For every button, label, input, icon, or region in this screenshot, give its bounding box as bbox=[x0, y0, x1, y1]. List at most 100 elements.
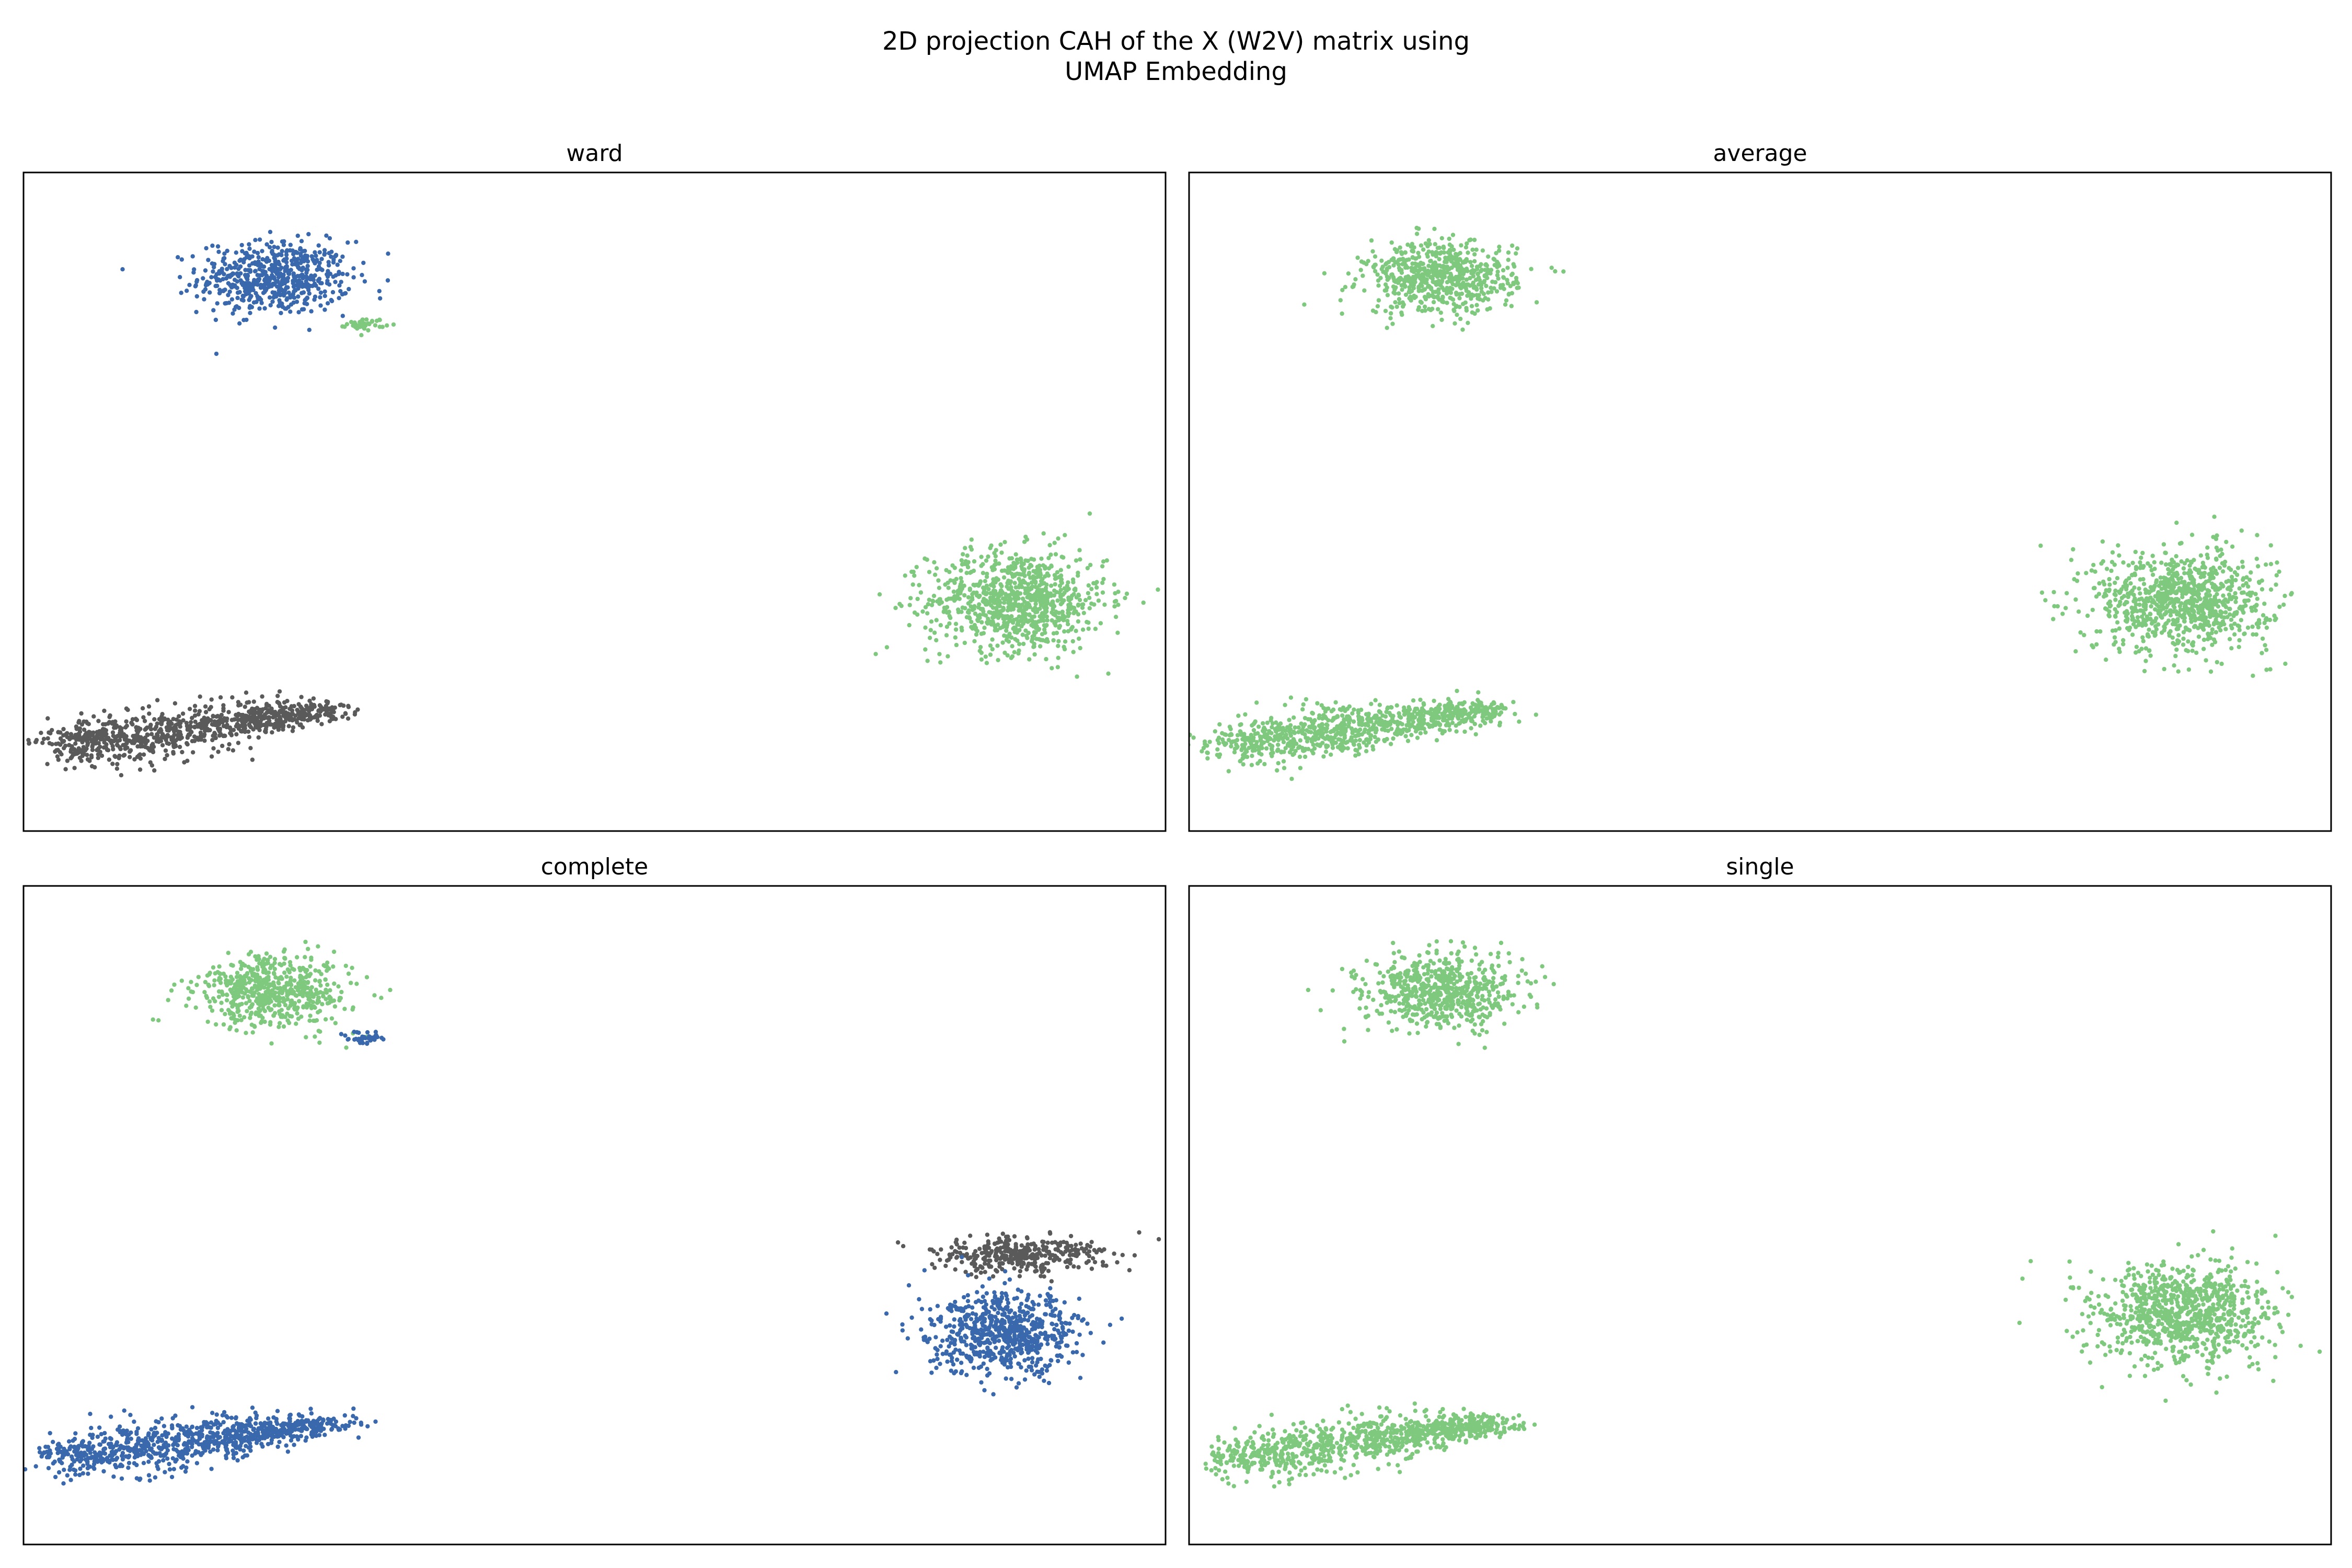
data-point bbox=[1101, 577, 1106, 582]
data-point bbox=[295, 708, 299, 712]
data-point bbox=[1504, 298, 1509, 303]
data-point bbox=[1262, 762, 1267, 767]
data-point bbox=[251, 300, 257, 305]
data-point bbox=[967, 570, 973, 575]
data-point bbox=[172, 701, 178, 706]
data-point bbox=[1112, 582, 1117, 587]
data-point bbox=[959, 609, 964, 614]
data-point bbox=[297, 723, 302, 728]
data-point bbox=[1385, 326, 1389, 330]
data-point bbox=[241, 298, 246, 303]
data-point bbox=[1405, 243, 1410, 247]
data-point bbox=[27, 741, 31, 746]
data-point bbox=[1377, 702, 1382, 707]
data-point bbox=[969, 625, 974, 629]
data-point bbox=[316, 243, 321, 248]
data-point bbox=[1359, 720, 1364, 725]
data-point bbox=[2181, 636, 2186, 641]
data-point bbox=[1455, 252, 1460, 257]
data-point bbox=[984, 591, 989, 596]
data-point bbox=[1418, 276, 1423, 281]
data-point bbox=[1486, 254, 1491, 259]
data-point bbox=[1511, 700, 1516, 705]
data-point bbox=[1102, 602, 1107, 607]
data-point bbox=[277, 689, 282, 694]
data-point bbox=[307, 709, 312, 713]
figure-title-line2: UMAP Embedding bbox=[1065, 57, 1287, 86]
data-point bbox=[2245, 625, 2251, 630]
data-point bbox=[283, 269, 287, 273]
data-point bbox=[2196, 592, 2201, 596]
data-point bbox=[2169, 563, 2173, 568]
data-point bbox=[2162, 624, 2166, 629]
data-point bbox=[261, 269, 266, 273]
data-point bbox=[1324, 707, 1329, 711]
data-point bbox=[1069, 627, 1074, 632]
data-point bbox=[2127, 625, 2132, 630]
data-point bbox=[1271, 751, 1275, 755]
data-point bbox=[278, 709, 282, 714]
data-point bbox=[304, 704, 309, 708]
data-point bbox=[2119, 595, 2125, 601]
data-point bbox=[1045, 595, 1050, 600]
data-point bbox=[1112, 604, 1117, 609]
data-point bbox=[247, 722, 252, 727]
data-point bbox=[1414, 232, 1420, 236]
data-point bbox=[1094, 585, 1099, 590]
data-point bbox=[133, 734, 138, 739]
data-point bbox=[2230, 544, 2235, 549]
data-point bbox=[226, 747, 231, 752]
data-point bbox=[2263, 643, 2267, 648]
data-point bbox=[1377, 722, 1381, 727]
data-point bbox=[1373, 254, 1378, 259]
data-point bbox=[1040, 632, 1045, 637]
data-point bbox=[336, 272, 341, 276]
data-point bbox=[2090, 643, 2094, 648]
data-point bbox=[2211, 622, 2216, 627]
data-point bbox=[246, 281, 250, 286]
data-point bbox=[1497, 720, 1503, 725]
data-point bbox=[2185, 558, 2189, 563]
data-point bbox=[210, 737, 215, 743]
data-point bbox=[298, 246, 303, 251]
data-point bbox=[305, 718, 310, 723]
data-point bbox=[1357, 737, 1362, 743]
data-point bbox=[2210, 642, 2215, 648]
data-point bbox=[2232, 570, 2238, 575]
data-point bbox=[1321, 727, 1327, 731]
data-point bbox=[1472, 722, 1477, 727]
data-point bbox=[965, 565, 971, 570]
data-point bbox=[1217, 722, 1222, 727]
data-point bbox=[1529, 267, 1534, 271]
data-point bbox=[966, 560, 971, 564]
data-point bbox=[942, 608, 947, 614]
data-point bbox=[1385, 268, 1389, 273]
data-point bbox=[2268, 587, 2274, 592]
data-point bbox=[1242, 751, 1247, 756]
data-point bbox=[1276, 742, 1281, 747]
data-point bbox=[2215, 660, 2219, 665]
data-point bbox=[278, 704, 283, 709]
data-point bbox=[58, 736, 63, 741]
data-point bbox=[55, 754, 60, 759]
data-point bbox=[234, 732, 239, 737]
data-point bbox=[1455, 705, 1460, 710]
data-point bbox=[1389, 304, 1393, 309]
data-point bbox=[1356, 718, 1362, 722]
data-point bbox=[1287, 741, 1293, 745]
data-point bbox=[1403, 284, 1408, 289]
data-point bbox=[1009, 635, 1014, 640]
data-point bbox=[1087, 595, 1092, 601]
data-point bbox=[1039, 638, 1043, 642]
data-point bbox=[1449, 273, 1454, 278]
data-point bbox=[1389, 258, 1394, 262]
data-point bbox=[180, 750, 185, 755]
data-point bbox=[283, 306, 287, 311]
data-point bbox=[1006, 605, 1011, 609]
data-point bbox=[1381, 722, 1386, 727]
data-point bbox=[2130, 632, 2135, 637]
data-point bbox=[1032, 652, 1037, 657]
data-point bbox=[1374, 310, 1378, 315]
data-point bbox=[234, 250, 238, 255]
data-point bbox=[385, 323, 389, 328]
